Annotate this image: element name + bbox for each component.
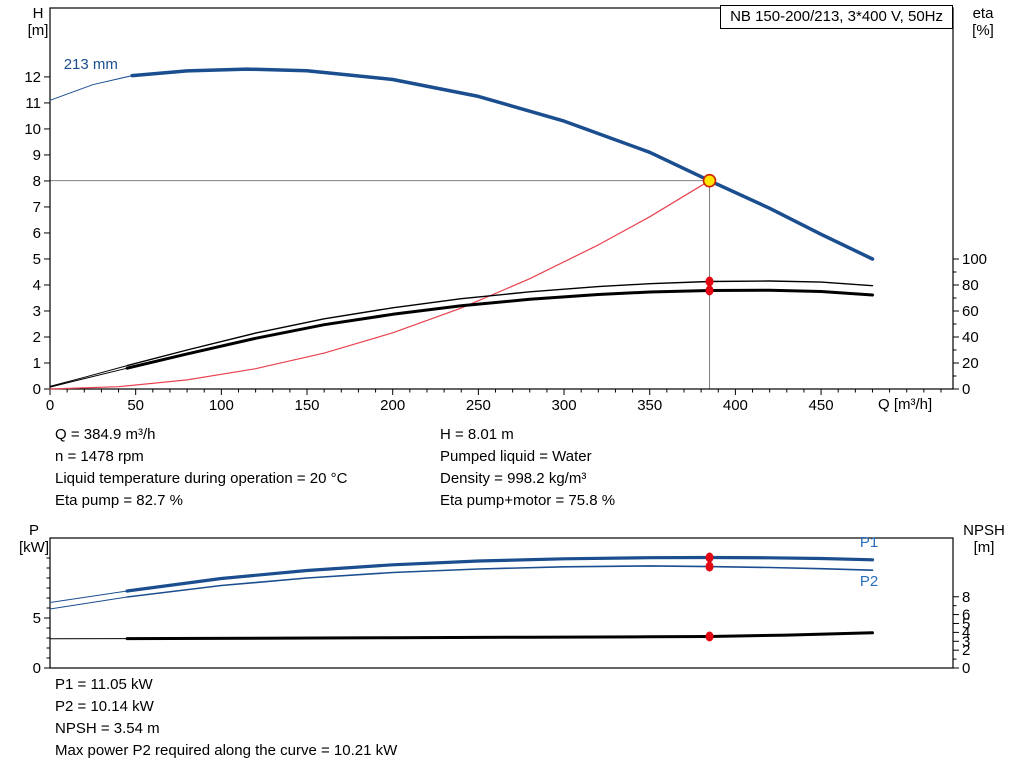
info-line-q: Q = 384.9 m³/h [55, 426, 156, 443]
p-axis-unit: [kW] [19, 539, 49, 556]
x-tick-label: 200 [380, 397, 405, 414]
x-tick-label: 300 [552, 397, 577, 414]
info-line-density: Density = 998.2 kg/m³ [440, 470, 587, 487]
p-axis-title: P [kW] [10, 522, 58, 556]
y-tick-label: 20 [962, 355, 979, 372]
pump-curve-inlet [49, 75, 133, 101]
y-tick-label: 80 [962, 277, 979, 294]
y-tick-label: 6 [962, 607, 970, 624]
eta-pump-inlet [49, 365, 128, 387]
y-tick-label: 3 [33, 303, 41, 320]
p-axis-name: P [28, 522, 39, 539]
y-tick-label: 0 [962, 660, 970, 677]
eta-pump-motor-curve [125, 288, 874, 370]
h-axis-name: H [32, 5, 44, 22]
info-line-eta-pump: Eta pump = 82.7 % [55, 492, 183, 509]
y-tick-label: 9 [33, 147, 41, 164]
y-tick-label: 3 [962, 633, 970, 650]
info-line-eta-total: Eta pump+motor = 75.8 % [440, 492, 616, 509]
pump-title-box: NB 150-200/213, 3*400 V, 50Hz [720, 5, 953, 29]
result-line-max-power: Max power P2 required along the curve = … [55, 742, 398, 759]
y-tick-label: 0 [33, 381, 41, 398]
y-tick-label: 5 [962, 615, 970, 632]
result-line-p2: P2 = 10.14 kW [55, 698, 154, 715]
p1-curve [125, 555, 875, 593]
y-tick-label: 8 [33, 173, 41, 190]
x-tick-label: 250 [466, 397, 491, 414]
operating-data-right: H = 8.01 m Pumped liquid = Water Density… [440, 424, 615, 512]
y-tick-label: 8 [962, 589, 970, 606]
duty-value-dot [705, 561, 714, 572]
x-tick-label: 100 [209, 397, 234, 414]
y-tick-label: 10 [24, 121, 41, 138]
hq-eta-chart: 0 50 100 150 200 250 300 350 400 4500123456789101… [24, 7, 987, 414]
eta-pump-curve [126, 280, 874, 367]
eta-axis-title: eta [%] [962, 5, 1004, 39]
npsh-axis-unit: [m] [973, 539, 995, 556]
duty-value-dot [705, 631, 714, 642]
curve-label-p1: P1 [860, 534, 878, 551]
h-axis-unit: [m] [27, 22, 49, 39]
x-tick-label: 50 [127, 397, 144, 414]
duty-value-dot [705, 276, 714, 287]
y-tick-label: 12 [24, 69, 41, 86]
curve-label-213-mm: 213 mm [64, 56, 118, 73]
y-tick-label: 0 [33, 660, 41, 677]
x-tick-label: 150 [295, 397, 320, 414]
x-tick-label: 0 [46, 397, 54, 414]
result-block: P1 = 11.05 kW P2 = 10.14 kW NPSH = 3.54 … [55, 674, 397, 762]
info-line-temperature: Liquid temperature during operation = 20… [55, 470, 348, 487]
info-line-liquid: Pumped liquid = Water [440, 448, 592, 465]
x-tick-label: 400 [723, 397, 748, 414]
y-tick-label: 4 [33, 277, 41, 294]
h-axis-title: H [m] [18, 5, 58, 39]
y-tick-label: 60 [962, 303, 979, 320]
result-line-p1: P1 = 11.05 kW [55, 676, 153, 693]
curve-label-p2: P2 [860, 573, 878, 590]
operating-data-left: Q = 384.9 m³/h n = 1478 rpm Liquid tempe… [55, 424, 347, 512]
y-tick-label: 5 [33, 610, 41, 627]
y-tick-label: 7 [33, 199, 41, 216]
p1-curve-inlet [49, 590, 128, 603]
npsh-axis-title: NPSH [m] [954, 522, 1014, 556]
result-line-npsh: NPSH = 3.54 m [55, 720, 160, 737]
p2-curve-inlet [49, 596, 128, 610]
eta-pump-motor-inlet [49, 367, 128, 388]
p2-curve [126, 565, 874, 598]
chart-frame [49, 537, 954, 669]
duty-value-dot [705, 285, 714, 296]
q-axis-title: Q [m³/h] [878, 396, 933, 413]
system-curve [49, 180, 711, 390]
info-line-speed: n = 1478 rpm [55, 448, 144, 465]
y-tick-label: 1 [33, 355, 41, 372]
eta-axis-name: eta [972, 5, 994, 22]
y-tick-label: 11 [25, 95, 41, 112]
x-tick-label: 450 [809, 397, 834, 414]
y-tick-label: 4 [962, 624, 970, 641]
y-tick-label: 0 [962, 381, 970, 398]
duty-value-dot [705, 552, 714, 563]
duty-point-marker [702, 173, 717, 188]
y-tick-label: 40 [962, 329, 979, 346]
y-tick-label: 2 [33, 329, 41, 346]
chart-frame [49, 7, 954, 390]
npsh-curve [125, 631, 874, 641]
y-tick-label: 6 [33, 225, 41, 242]
info-line-head: H = 8.01 m [440, 426, 514, 443]
npsh-axis-name: NPSH [963, 522, 1005, 539]
y-tick-label: 2 [962, 642, 970, 659]
y-tick-label: 100 [962, 251, 987, 268]
eta-axis-unit: [%] [972, 22, 994, 39]
y-tick-label: 5 [33, 251, 41, 268]
x-tick-label: 350 [637, 397, 662, 414]
pump-curve-213mm [130, 67, 875, 261]
